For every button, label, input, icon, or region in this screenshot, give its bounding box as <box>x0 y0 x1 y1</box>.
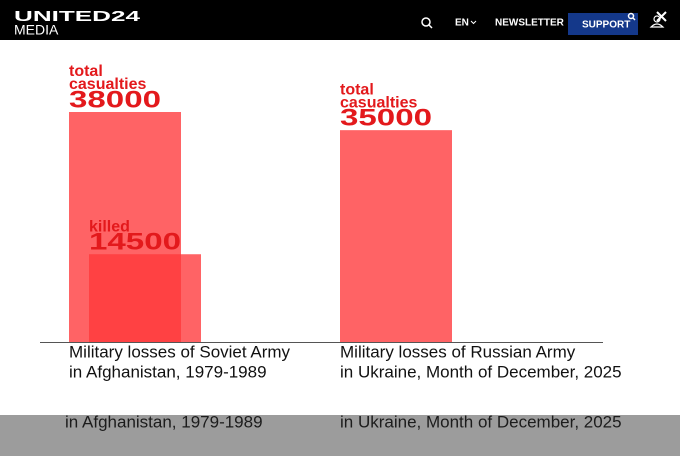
overlay-band <box>0 415 680 456</box>
bar-label: killed <box>89 218 130 235</box>
value-label: 38000 <box>69 86 161 113</box>
chart: 38000totalcasualties14500killedMilitary … <box>69 63 622 381</box>
value-label: 14500 <box>89 229 181 256</box>
newsletter-link[interactable]: NEWSLETTER <box>495 18 565 29</box>
close-icon[interactable] <box>656 11 667 22</box>
logo[interactable]: UNITED24 <box>14 8 141 25</box>
bar-label: total <box>340 81 374 98</box>
bar-label: casualties <box>340 94 417 111</box>
bar-label: total <box>69 63 103 80</box>
caption: Military losses of Soviet Army <box>69 342 291 361</box>
value-label: 35000 <box>340 105 432 132</box>
bar-label: casualties <box>69 76 146 93</box>
support-label[interactable]: SUPPORT <box>582 20 630 31</box>
bar <box>340 130 452 342</box>
language[interactable]: EN <box>455 18 469 29</box>
chevron <box>470 20 477 25</box>
search-icon[interactable] <box>421 17 433 29</box>
logo-sub[interactable]: MEDIA <box>14 22 59 38</box>
caption: in Afghanistan, 1979-1989 <box>69 362 267 381</box>
overlay-caption: in Afghanistan, 1979-1989 <box>65 412 263 431</box>
caption: Military losses of Russian Army <box>340 342 576 361</box>
support-button[interactable] <box>568 13 638 35</box>
caption: in Ukraine, Month of December, 2025 <box>340 362 622 381</box>
overlay-caption: in Ukraine, Month of December, 2025 <box>340 412 622 431</box>
bar <box>89 254 201 342</box>
top-bar <box>0 0 680 40</box>
search-icon-small[interactable] <box>627 12 636 21</box>
